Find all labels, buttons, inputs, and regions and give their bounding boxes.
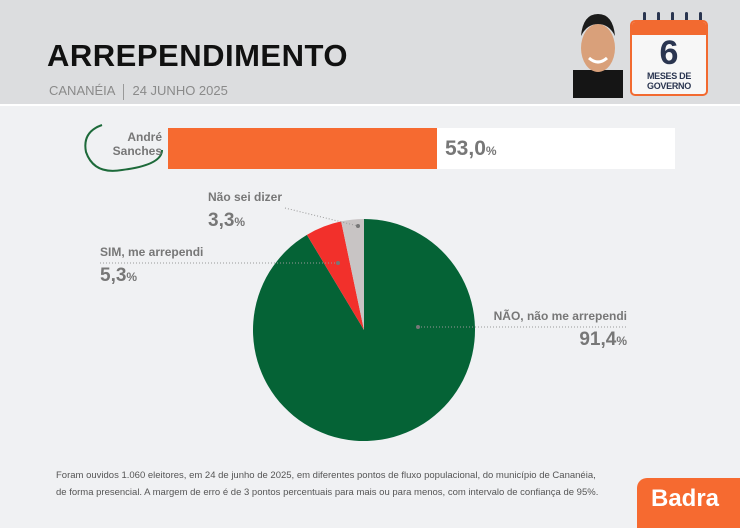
calendar-rings [637, 12, 707, 24]
label-sim: SIM, me arrependi 5,3% [100, 245, 203, 287]
brand-logo: Badra [637, 478, 740, 528]
divider [123, 83, 125, 100]
label-text: Não sei dizer [208, 190, 283, 204]
header: ARREPENDIMENTO CANANÉIA 24 JUNHO 2025 6 M… [0, 0, 740, 106]
label-value: 3,3 [208, 210, 235, 231]
label-unit: % [616, 334, 627, 348]
label-unit: % [234, 215, 246, 229]
leader-line-nao-sei [284, 207, 359, 227]
page-title: ARREPENDIMENTO [47, 38, 348, 73]
note-line2: de forma presencial. A margem de erro é … [56, 487, 599, 498]
subtitle: CANANÉIA 24 JUNHO 2025 [49, 83, 228, 100]
label-text: SIM, me arrependi [100, 245, 204, 259]
leader-dot [356, 224, 360, 228]
calendar-icon: 6 MESES DE GOVERNO [630, 20, 708, 96]
label-text: NÃO, não me arrependi [493, 309, 627, 323]
name-line1: André [127, 130, 162, 144]
city: CANANÉIA [49, 83, 116, 98]
calendar-label: MESES DE GOVERNO [646, 71, 692, 91]
bar-value-unit: % [485, 144, 497, 158]
name-line2: Sanches [112, 144, 162, 158]
bar-value: 53,0% [445, 137, 497, 161]
label-nao: NÃO, não me arrependi 91,4% [494, 309, 627, 351]
avatar-illustration [573, 14, 623, 98]
label-nao-sei: Não sei dizer 3,3% [208, 190, 282, 232]
label-value: 91,4 [579, 329, 617, 350]
pie-slice-0 [253, 219, 476, 441]
bar-fill [168, 128, 437, 169]
methodology-note: Foram ouvidos 1.060 eleitores, em 24 de … [56, 467, 598, 501]
name-circle-mark [84, 124, 163, 172]
label-unit: % [126, 270, 138, 284]
leader-dot [416, 325, 420, 329]
bar-value-number: 53,0 [445, 137, 486, 160]
note-line1: Foram ouvidos 1.060 eleitores, em 24 de … [56, 470, 596, 481]
label-value: 5,3 [100, 265, 127, 286]
date: 24 JUNHO 2025 [132, 83, 228, 98]
leader-dot [336, 261, 340, 265]
pie-slice-2 [341, 219, 364, 330]
pie-slice-1 [306, 221, 364, 330]
calendar-number: 6 [659, 34, 679, 72]
candidate-name: André Sanches [100, 130, 162, 158]
